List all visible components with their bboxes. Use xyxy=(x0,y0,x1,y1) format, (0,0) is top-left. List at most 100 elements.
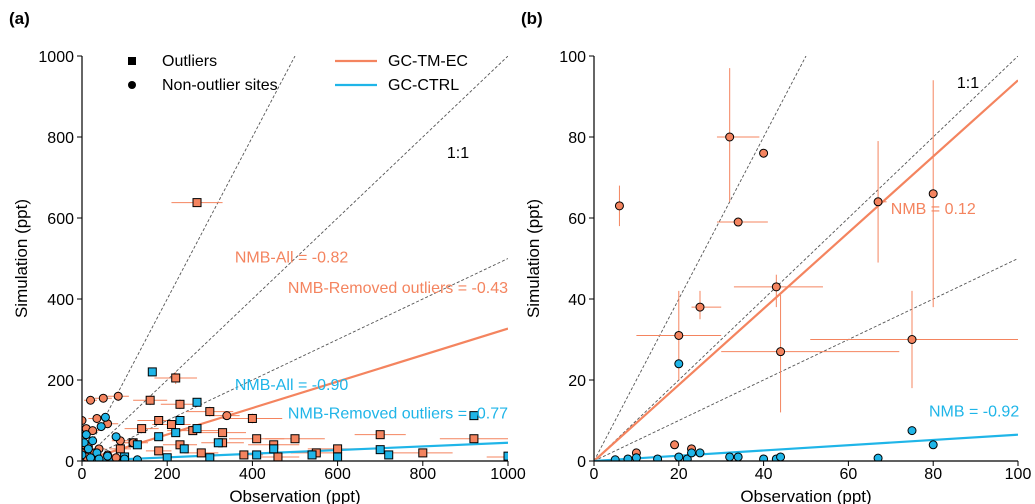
data-point-ctrl-outlier xyxy=(154,432,164,442)
data-point-ctrl-outlier xyxy=(269,444,279,454)
data-point-tmec xyxy=(759,148,769,158)
y-tick-label: 20 xyxy=(568,373,586,390)
data-point-ctrl-outlier xyxy=(162,453,172,461)
data-point-ctrl xyxy=(873,453,883,461)
data-point-tmec xyxy=(98,393,108,403)
data-point-ctrl xyxy=(674,452,684,461)
data-point-tmec-outlier xyxy=(239,450,249,460)
data-point-ctrl-outlier xyxy=(192,424,202,434)
data-point-ctrl-outlier xyxy=(205,453,215,461)
legend: Outliers Non-outlier sites GC-TM-EC GC-CTRL xyxy=(128,53,468,94)
reference-line-1 xyxy=(82,56,508,461)
panel-label: (a) xyxy=(9,9,30,28)
data-point-tmec-outlier xyxy=(218,428,228,438)
data-point-tmec-outlier xyxy=(273,452,283,461)
x-tick-label: 600 xyxy=(324,466,351,483)
data-point-tmec xyxy=(674,330,684,340)
plot-area xyxy=(82,56,508,461)
x-tick-label: 200 xyxy=(154,466,181,483)
legend-label: GC-CTRL xyxy=(388,77,459,94)
legend-square-marker xyxy=(128,57,136,65)
data-point-ctrl xyxy=(687,448,697,458)
panel-b: 0 20 40 60 80 100 0 20 40 60 80 100 Observation (ppt… xyxy=(521,9,1031,504)
legend-label: GC-TM-EC xyxy=(388,53,468,70)
reference-line-label: 1:1 xyxy=(447,145,469,162)
data-point-ctrl xyxy=(100,412,110,422)
y-tick-label: 100 xyxy=(559,49,586,66)
plot-area xyxy=(594,56,1018,461)
y-axis-title: Simulation (ppt) xyxy=(524,199,543,318)
data-point-ctrl xyxy=(653,454,663,461)
x-tick-label: 60 xyxy=(840,466,858,483)
data-point-ctrl-outlier xyxy=(375,445,385,455)
data-point-tmec xyxy=(86,395,96,405)
x-tick-label: 100 xyxy=(1005,466,1032,483)
data-point-tmec-outlier xyxy=(252,434,262,444)
x-tick-label: 0 xyxy=(78,466,87,483)
x-tick-label: 0 xyxy=(590,466,599,483)
data-point-ctrl xyxy=(103,451,113,461)
x-axis-title: Observation (ppt) xyxy=(229,487,360,504)
y-tick-label: 200 xyxy=(47,373,74,390)
x-tick-label: 800 xyxy=(409,466,436,483)
data-point-ctrl xyxy=(928,440,938,450)
y-tick-label: 400 xyxy=(47,292,74,309)
nmb-annotation-tmec: NMB-All = -0.82 xyxy=(235,250,348,267)
data-point-tmec xyxy=(92,413,102,423)
data-point-tmec xyxy=(725,132,735,142)
data-point-ctrl-outlier xyxy=(333,452,343,461)
data-point-ctrl xyxy=(94,454,104,461)
data-point-ctrl-outlier xyxy=(171,428,181,438)
data-point-ctrl-outlier xyxy=(147,367,157,377)
data-point-tmec xyxy=(873,197,883,207)
data-point-ctrl-outlier xyxy=(307,450,317,460)
data-point-ctrl xyxy=(83,444,93,454)
data-point-tmec xyxy=(695,302,705,312)
data-point-ctrl xyxy=(759,454,769,461)
data-point-ctrl-outlier xyxy=(175,416,185,425)
reference-line-0.5 xyxy=(594,258,1018,461)
y-tick-label: 1000 xyxy=(38,49,74,66)
data-point-ctrl xyxy=(132,455,142,461)
data-point-ctrl-outlier xyxy=(132,440,142,450)
nmb-annotation-ctrl: NMB = -0.92 xyxy=(929,403,1019,420)
data-point-ctrl xyxy=(111,432,121,442)
x-tick-label: 80 xyxy=(924,466,942,483)
data-point-tmec-outlier xyxy=(154,446,164,456)
data-point-ctrl xyxy=(907,426,917,436)
data-point-tmec xyxy=(907,335,917,344)
data-point-tmec xyxy=(928,189,938,199)
data-point-tmec-outlier xyxy=(290,434,300,444)
data-point-ctrl xyxy=(776,452,786,461)
y-tick-label: 0 xyxy=(577,454,586,471)
panel-label: (b) xyxy=(521,9,543,28)
data-point-ctrl xyxy=(88,436,98,446)
x-tick-label: 400 xyxy=(239,466,266,483)
y-axis-title: Simulation (ppt) xyxy=(12,199,31,318)
data-point-ctrl-outlier xyxy=(503,451,508,461)
data-point-ctrl xyxy=(725,452,735,461)
data-point-ctrl-outlier xyxy=(179,444,189,454)
data-point-tmec xyxy=(733,217,743,227)
reference-line-0.5 xyxy=(82,258,508,461)
y-tick-label: 0 xyxy=(65,454,74,471)
data-point-tmec xyxy=(614,201,624,211)
data-point-ctrl xyxy=(120,454,130,461)
data-point-ctrl xyxy=(82,450,87,460)
data-point-tmec xyxy=(771,282,781,292)
nmb-annotation-ctrl: NMB-Removed outliers = -0.77 xyxy=(288,405,508,422)
x-tick-label: 20 xyxy=(670,466,688,483)
data-point-tmec-outlier xyxy=(145,395,155,405)
data-point-ctrl xyxy=(86,453,96,461)
x-axis-title: Observation (ppt) xyxy=(740,487,871,504)
data-point-tmec-outlier xyxy=(171,373,181,383)
data-point-ctrl xyxy=(695,448,705,458)
reference-line-2 xyxy=(594,56,807,461)
legend-label: Non-outlier sites xyxy=(162,77,278,94)
data-point-tmec-outlier xyxy=(175,399,185,409)
data-point-tmec-outlier xyxy=(154,416,164,425)
data-point-tmec-outlier xyxy=(166,420,176,430)
y-tick-label: 40 xyxy=(568,292,586,309)
reference-line-1 xyxy=(594,56,1018,461)
